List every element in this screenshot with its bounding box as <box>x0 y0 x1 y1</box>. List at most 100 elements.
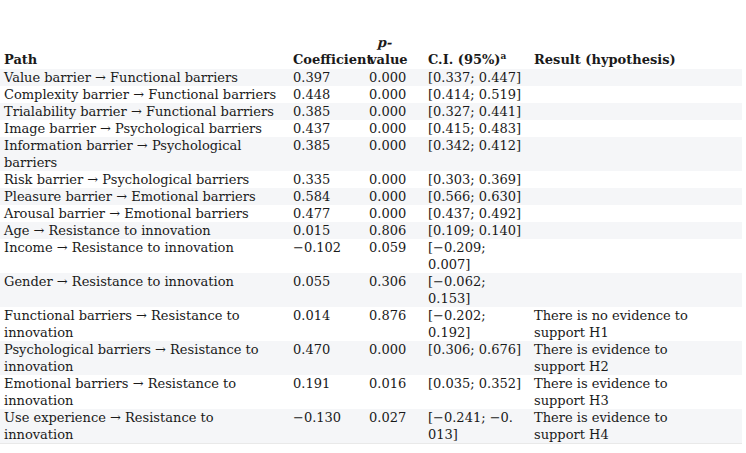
path-cell: Gender → Resistance to innovation <box>0 273 289 307</box>
ci-cell: [0.303; 0.369] <box>424 171 530 188</box>
result-cell <box>530 120 742 137</box>
header-p-line2: value <box>369 52 408 67</box>
header-ci: C.I. (95%)a <box>424 34 530 69</box>
result-cell: There is evidence to support H4 <box>530 409 742 444</box>
path-cell: Trialability barrier → Functional barrie… <box>0 103 289 120</box>
path-cell: Age → Resistance to innovation <box>0 222 289 239</box>
path-cell: Pleasure barrier → Emotional barriers <box>0 188 289 205</box>
result-cell <box>530 69 742 86</box>
header-coefficient-label: Coefficient <box>293 52 372 67</box>
coefficient-cell: 0.055 <box>289 273 365 307</box>
p-value-cell: 0.027 <box>365 409 424 444</box>
p-value-cell: 0.000 <box>365 341 424 375</box>
ci-cell: [0.437; 0.492] <box>424 205 530 222</box>
table-row: Age → Resistance to innovation 0.015 0.8… <box>0 222 742 239</box>
table-row: Image barrier → Psychological barriers 0… <box>0 120 742 137</box>
ci-cell: [0.109; 0.140] <box>424 222 530 239</box>
result-cell <box>530 273 742 307</box>
p-value-cell: 0.000 <box>365 69 424 86</box>
coefficient-cell: 0.015 <box>289 222 365 239</box>
header-coefficient: Coefficient <box>289 34 365 69</box>
table-row: Income → Resistance to innovation −0.102… <box>0 239 742 273</box>
result-cell <box>530 239 742 273</box>
header-p-value: p- value <box>365 34 424 69</box>
ci-cell: [0.327; 0.441] <box>424 103 530 120</box>
table-header: Path Coefficient p- value C.I. (95%)a Re… <box>0 34 742 69</box>
p-value-cell: 0.059 <box>365 239 424 273</box>
results-table: Path Coefficient p- value C.I. (95%)a Re… <box>0 34 742 444</box>
ci-cell: [0.306; 0.676] <box>424 341 530 375</box>
table-row: Complexity barrier → Functional barriers… <box>0 86 742 103</box>
table-row: Risk barrier → Psychological barriers 0.… <box>0 171 742 188</box>
coefficient-cell: 0.437 <box>289 120 365 137</box>
ci-cell: [−0.241; −0. 013] <box>424 409 530 444</box>
result-cell <box>530 137 742 171</box>
ci-footnote-marker: a <box>501 51 507 61</box>
ci-cell: [0.035; 0.352] <box>424 375 530 409</box>
ci-cell: [0.415; 0.483] <box>424 120 530 137</box>
coefficient-cell: −0.102 <box>289 239 365 273</box>
table-row: Use experience → Resistance to innovatio… <box>0 409 742 444</box>
table-row: Arousal barrier → Emotional barriers 0.4… <box>0 205 742 222</box>
coefficient-cell: 0.397 <box>289 69 365 86</box>
header-ci-label: C.I. (95%) <box>428 52 501 67</box>
path-cell: Income → Resistance to innovation <box>0 239 289 273</box>
table-body: Value barrier → Functional barriers 0.39… <box>0 69 742 444</box>
p-value-cell: 0.016 <box>365 375 424 409</box>
p-value-cell: 0.000 <box>365 188 424 205</box>
result-cell <box>530 188 742 205</box>
ci-cell: [0.342; 0.412] <box>424 137 530 171</box>
header-row: Path Coefficient p- value C.I. (95%)a Re… <box>0 34 742 69</box>
path-cell: Information barrier → Psychological barr… <box>0 137 289 171</box>
path-cell: Use experience → Resistance to innovatio… <box>0 409 289 444</box>
path-cell: Risk barrier → Psychological barriers <box>0 171 289 188</box>
header-result: Result (hypothesis) <box>530 34 742 69</box>
header-path: Path <box>0 34 289 69</box>
table-row: Gender → Resistance to innovation 0.055 … <box>0 273 742 307</box>
path-cell: Complexity barrier → Functional barriers <box>0 86 289 103</box>
ci-cell: [0.566; 0.630] <box>424 188 530 205</box>
result-cell <box>530 222 742 239</box>
p-value-cell: 0.000 <box>365 205 424 222</box>
ci-cell: [−0.202; 0.192] <box>424 307 530 341</box>
coefficient-cell: 0.385 <box>289 137 365 171</box>
p-value-cell: 0.000 <box>365 86 424 103</box>
result-cell <box>530 205 742 222</box>
result-cell: There is evidence to support H3 <box>530 375 742 409</box>
ci-cell: [−0.062; 0.153] <box>424 273 530 307</box>
coefficient-cell: 0.385 <box>289 103 365 120</box>
ci-cell: [0.414; 0.519] <box>424 86 530 103</box>
path-cell: Emotional barriers → Resistance to innov… <box>0 375 289 409</box>
result-cell <box>530 103 742 120</box>
p-value-cell: 0.000 <box>365 171 424 188</box>
path-cell: Psychological barriers → Resistance to i… <box>0 341 289 375</box>
ci-cell: [0.337; 0.447] <box>424 69 530 86</box>
result-cell <box>530 171 742 188</box>
p-value-cell: 0.000 <box>365 103 424 120</box>
table-row: Pleasure barrier → Emotional barriers 0.… <box>0 188 742 205</box>
header-p-line1: p- <box>369 34 422 51</box>
header-path-label: Path <box>4 52 37 67</box>
coefficient-cell: 0.448 <box>289 86 365 103</box>
table-row: Emotional barriers → Resistance to innov… <box>0 375 742 409</box>
result-cell: There is evidence to support H2 <box>530 341 742 375</box>
coefficient-cell: −0.130 <box>289 409 365 444</box>
p-value-cell: 0.806 <box>365 222 424 239</box>
table-row: Functional barriers → Resistance to inno… <box>0 307 742 341</box>
path-cell: Arousal barrier → Emotional barriers <box>0 205 289 222</box>
coefficient-cell: 0.335 <box>289 171 365 188</box>
coefficient-cell: 0.584 <box>289 188 365 205</box>
path-cell: Value barrier → Functional barriers <box>0 69 289 86</box>
p-value-cell: 0.000 <box>365 137 424 171</box>
table-row: Information barrier → Psychological barr… <box>0 137 742 171</box>
path-cell: Functional barriers → Resistance to inno… <box>0 307 289 341</box>
ci-cell: [−0.209; 0.007] <box>424 239 530 273</box>
table-row: Trialability barrier → Functional barrie… <box>0 103 742 120</box>
result-cell <box>530 86 742 103</box>
table-row: Value barrier → Functional barriers 0.39… <box>0 69 742 86</box>
header-result-label: Result (hypothesis) <box>534 52 676 67</box>
result-cell: There is no evidence to support H1 <box>530 307 742 341</box>
coefficient-cell: 0.191 <box>289 375 365 409</box>
coefficient-cell: 0.014 <box>289 307 365 341</box>
coefficient-cell: 0.477 <box>289 205 365 222</box>
